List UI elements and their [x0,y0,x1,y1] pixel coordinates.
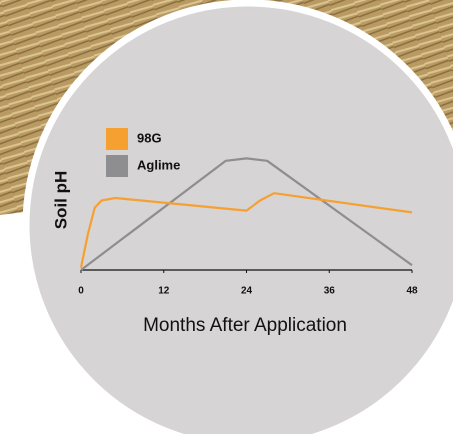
circle-panel [22,0,453,434]
x-axis-label: Months After Application [143,315,347,336]
legend-label: Aglime [137,157,180,172]
x-tick-label: 48 [406,286,418,297]
legend-swatch [106,128,128,150]
legend-swatch [106,155,128,177]
x-tick-label: 0 [78,286,84,297]
line-series [80,157,413,271]
x-tick-label: 12 [158,286,170,297]
legend-label: 98G [137,130,162,145]
y-axis-label: Soil pH [51,171,70,230]
line-series [79,192,413,268]
x-tick-label: 36 [324,286,336,297]
x-tick-label: 24 [241,286,253,297]
